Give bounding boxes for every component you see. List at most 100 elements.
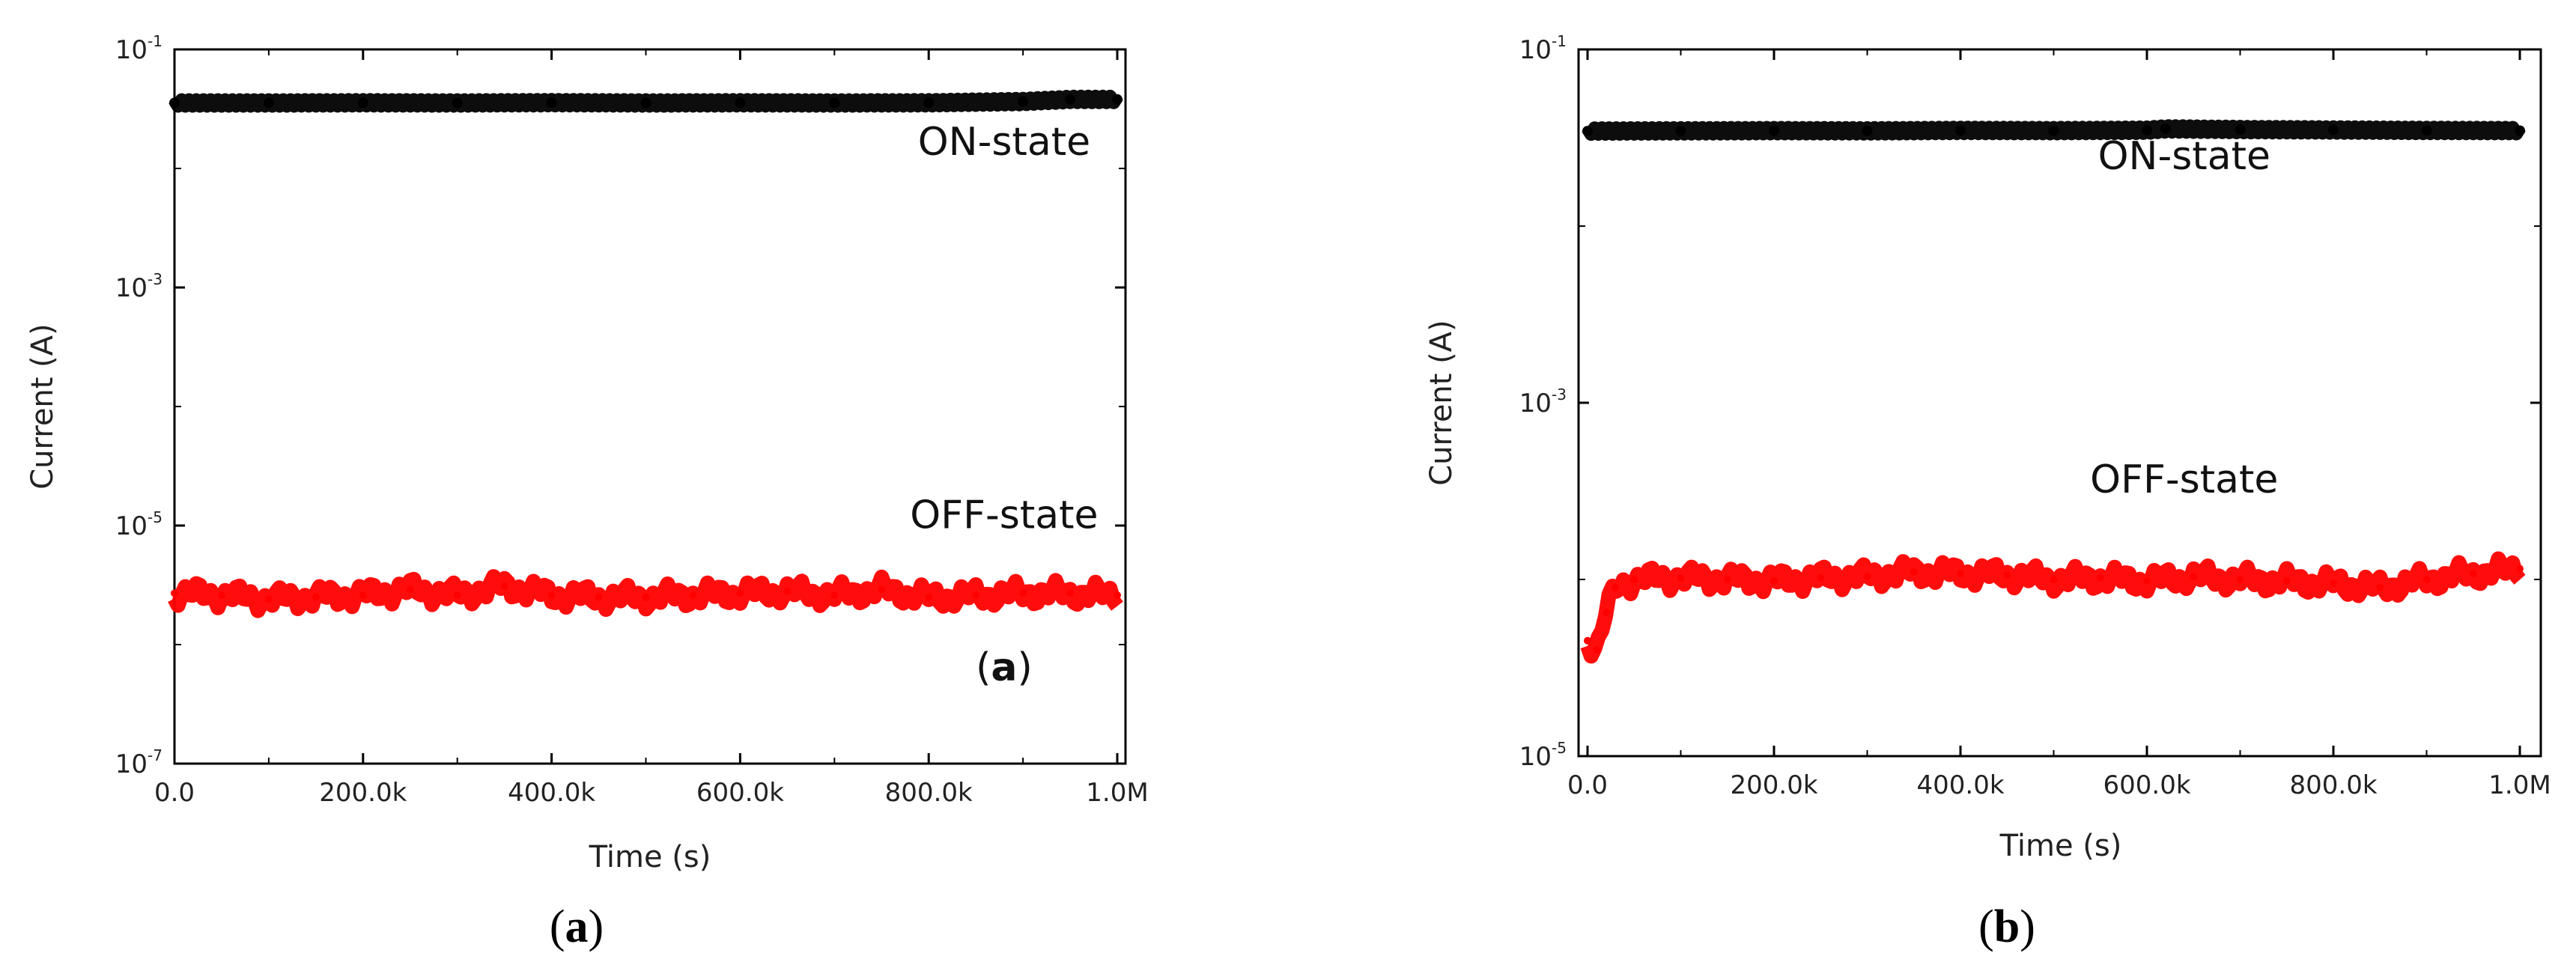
data-point-off: [972, 591, 980, 599]
x-tick-label: 1.0M: [1086, 778, 1148, 808]
x-tick-label: 200.0k: [319, 778, 407, 808]
data-point-off: [736, 589, 744, 597]
data-point-off: [1863, 573, 1871, 580]
data-point-off: [1602, 609, 1610, 617]
data-point-off: [217, 591, 225, 599]
data-point-on: [1862, 125, 1873, 136]
x-tick-label: 600.0k: [2103, 770, 2190, 800]
y-tick-label: 10-5: [1519, 739, 1567, 772]
data-point-off: [453, 591, 461, 599]
data-point-on: [2235, 124, 2246, 135]
data-point-on: [1018, 96, 1029, 107]
y-tick-label: 10-5: [115, 508, 162, 541]
data-point-on: [452, 97, 463, 109]
data-point-on: [546, 97, 557, 109]
data-point-off: [1019, 589, 1027, 597]
y-axis-title-a: Current (A): [25, 323, 60, 490]
caption-a-close: ): [589, 901, 604, 952]
data-point-off: [547, 591, 556, 599]
y-tick-label: 10-3: [1519, 386, 1567, 418]
y-tick-label: 10-7: [115, 746, 162, 779]
data-point-on: [2160, 124, 2171, 135]
annotation-off: OFF-state: [910, 493, 1098, 538]
series-off-band: [168, 569, 1123, 618]
series-off-band: [1580, 551, 2526, 664]
data-point-off: [642, 593, 650, 601]
panel-label-a-letter: a: [991, 645, 1017, 690]
x-tick-label: 800.0k: [885, 778, 973, 808]
data-point-off: [1630, 576, 1638, 583]
data-point-on: [263, 97, 274, 109]
data-point-on: [735, 97, 746, 109]
y-tick-exp: -3: [148, 270, 162, 288]
x-tick-label: 1.0M: [2488, 770, 2551, 800]
data-point-off: [1593, 645, 1601, 654]
data-point-off: [783, 587, 792, 595]
data-point-off: [359, 591, 367, 599]
data-point-off: [2376, 583, 2384, 591]
plot-frame-b: [1577, 48, 2542, 758]
data-point-off: [500, 582, 508, 590]
caption-a-letter: a: [565, 901, 589, 952]
y-tick-exp: -1: [148, 32, 162, 50]
y-tick-exp: -1: [1552, 32, 1567, 50]
caption-b-close: ): [2020, 901, 2035, 952]
caption-a: (a): [550, 901, 604, 952]
y-tick-label: 10-3: [115, 270, 162, 303]
x-tick-label: 400.0k: [1916, 770, 2004, 800]
y-tick-exp: -3: [1552, 386, 1567, 404]
x-tick-label: 200.0k: [1730, 770, 1817, 800]
tick-labels-b: 0.0 200.0k 400.0k 600.0k 800.0k 1.0M 10 -1 10-3 1…: [1519, 32, 2551, 800]
data-point-on: [2328, 124, 2339, 136]
data-point-off: [1584, 636, 1591, 645]
data-point-off: [2330, 579, 2337, 588]
caption-b-letter: b: [1994, 901, 2020, 952]
plot-area-a: [168, 89, 1123, 618]
y-tick-exp: -5: [148, 508, 162, 526]
y-tick-base: 10: [1519, 389, 1552, 418]
y-tick-base: 10: [115, 749, 148, 779]
data-point-off: [1723, 576, 1731, 583]
x-tick-label: 800.0k: [2289, 770, 2377, 800]
data-point-off: [1066, 589, 1074, 597]
y-axis-title-b: Current (A): [1424, 320, 1459, 486]
y-tick-label: 10-1: [115, 32, 162, 65]
caption-b: (b): [1978, 901, 2035, 952]
annotation-off: OFF-state: [2090, 457, 2278, 502]
annotations-b: ON-state OFF-state: [2090, 134, 2278, 502]
data-point-off: [2469, 570, 2477, 578]
x-tick-label: 400.0k: [508, 778, 595, 808]
data-point-off: [689, 591, 697, 599]
data-point-on: [1582, 126, 1593, 137]
data-point-on: [640, 97, 651, 109]
panel-a: 0.0 200.0k 400.0k 600.0k 800.0k 1.0M10-110-31…: [25, 32, 1149, 952]
data-point-off: [406, 585, 414, 594]
plot-area-b: [1580, 119, 2526, 664]
data-point-off: [1677, 574, 1685, 582]
data-point-off: [2190, 573, 2198, 580]
data-point-on: [2515, 125, 2525, 136]
data-point-off: [878, 585, 886, 594]
data-point-off: [312, 593, 320, 601]
data-point-off: [2422, 576, 2431, 583]
data-point-off: [830, 591, 839, 599]
data-point-on: [1955, 125, 1966, 136]
data-point-off: [595, 593, 603, 601]
data-point-off: [264, 595, 273, 603]
data-point-off: [2003, 571, 2011, 579]
data-point-off: [1910, 568, 1918, 576]
data-point-on: [169, 97, 180, 109]
annotation-on: ON-state: [2098, 134, 2270, 179]
data-point-on: [829, 97, 840, 109]
data-point-off: [925, 593, 933, 601]
ticks-a: [173, 48, 1126, 765]
panel-b: 0.0 200.0k 400.0k 600.0k 800.0k 1.0M 10 -1 10-3 1…: [1424, 32, 2551, 952]
y-tick-base: 10: [115, 511, 148, 541]
x-tick-label: 0.0: [154, 778, 195, 808]
x-tick-label: 0.0: [1567, 770, 1608, 800]
data-point-on: [2421, 125, 2432, 136]
data-point-on: [1065, 94, 1075, 105]
y-tick-base: 10: [115, 35, 148, 65]
data-point-on: [1769, 125, 1779, 136]
